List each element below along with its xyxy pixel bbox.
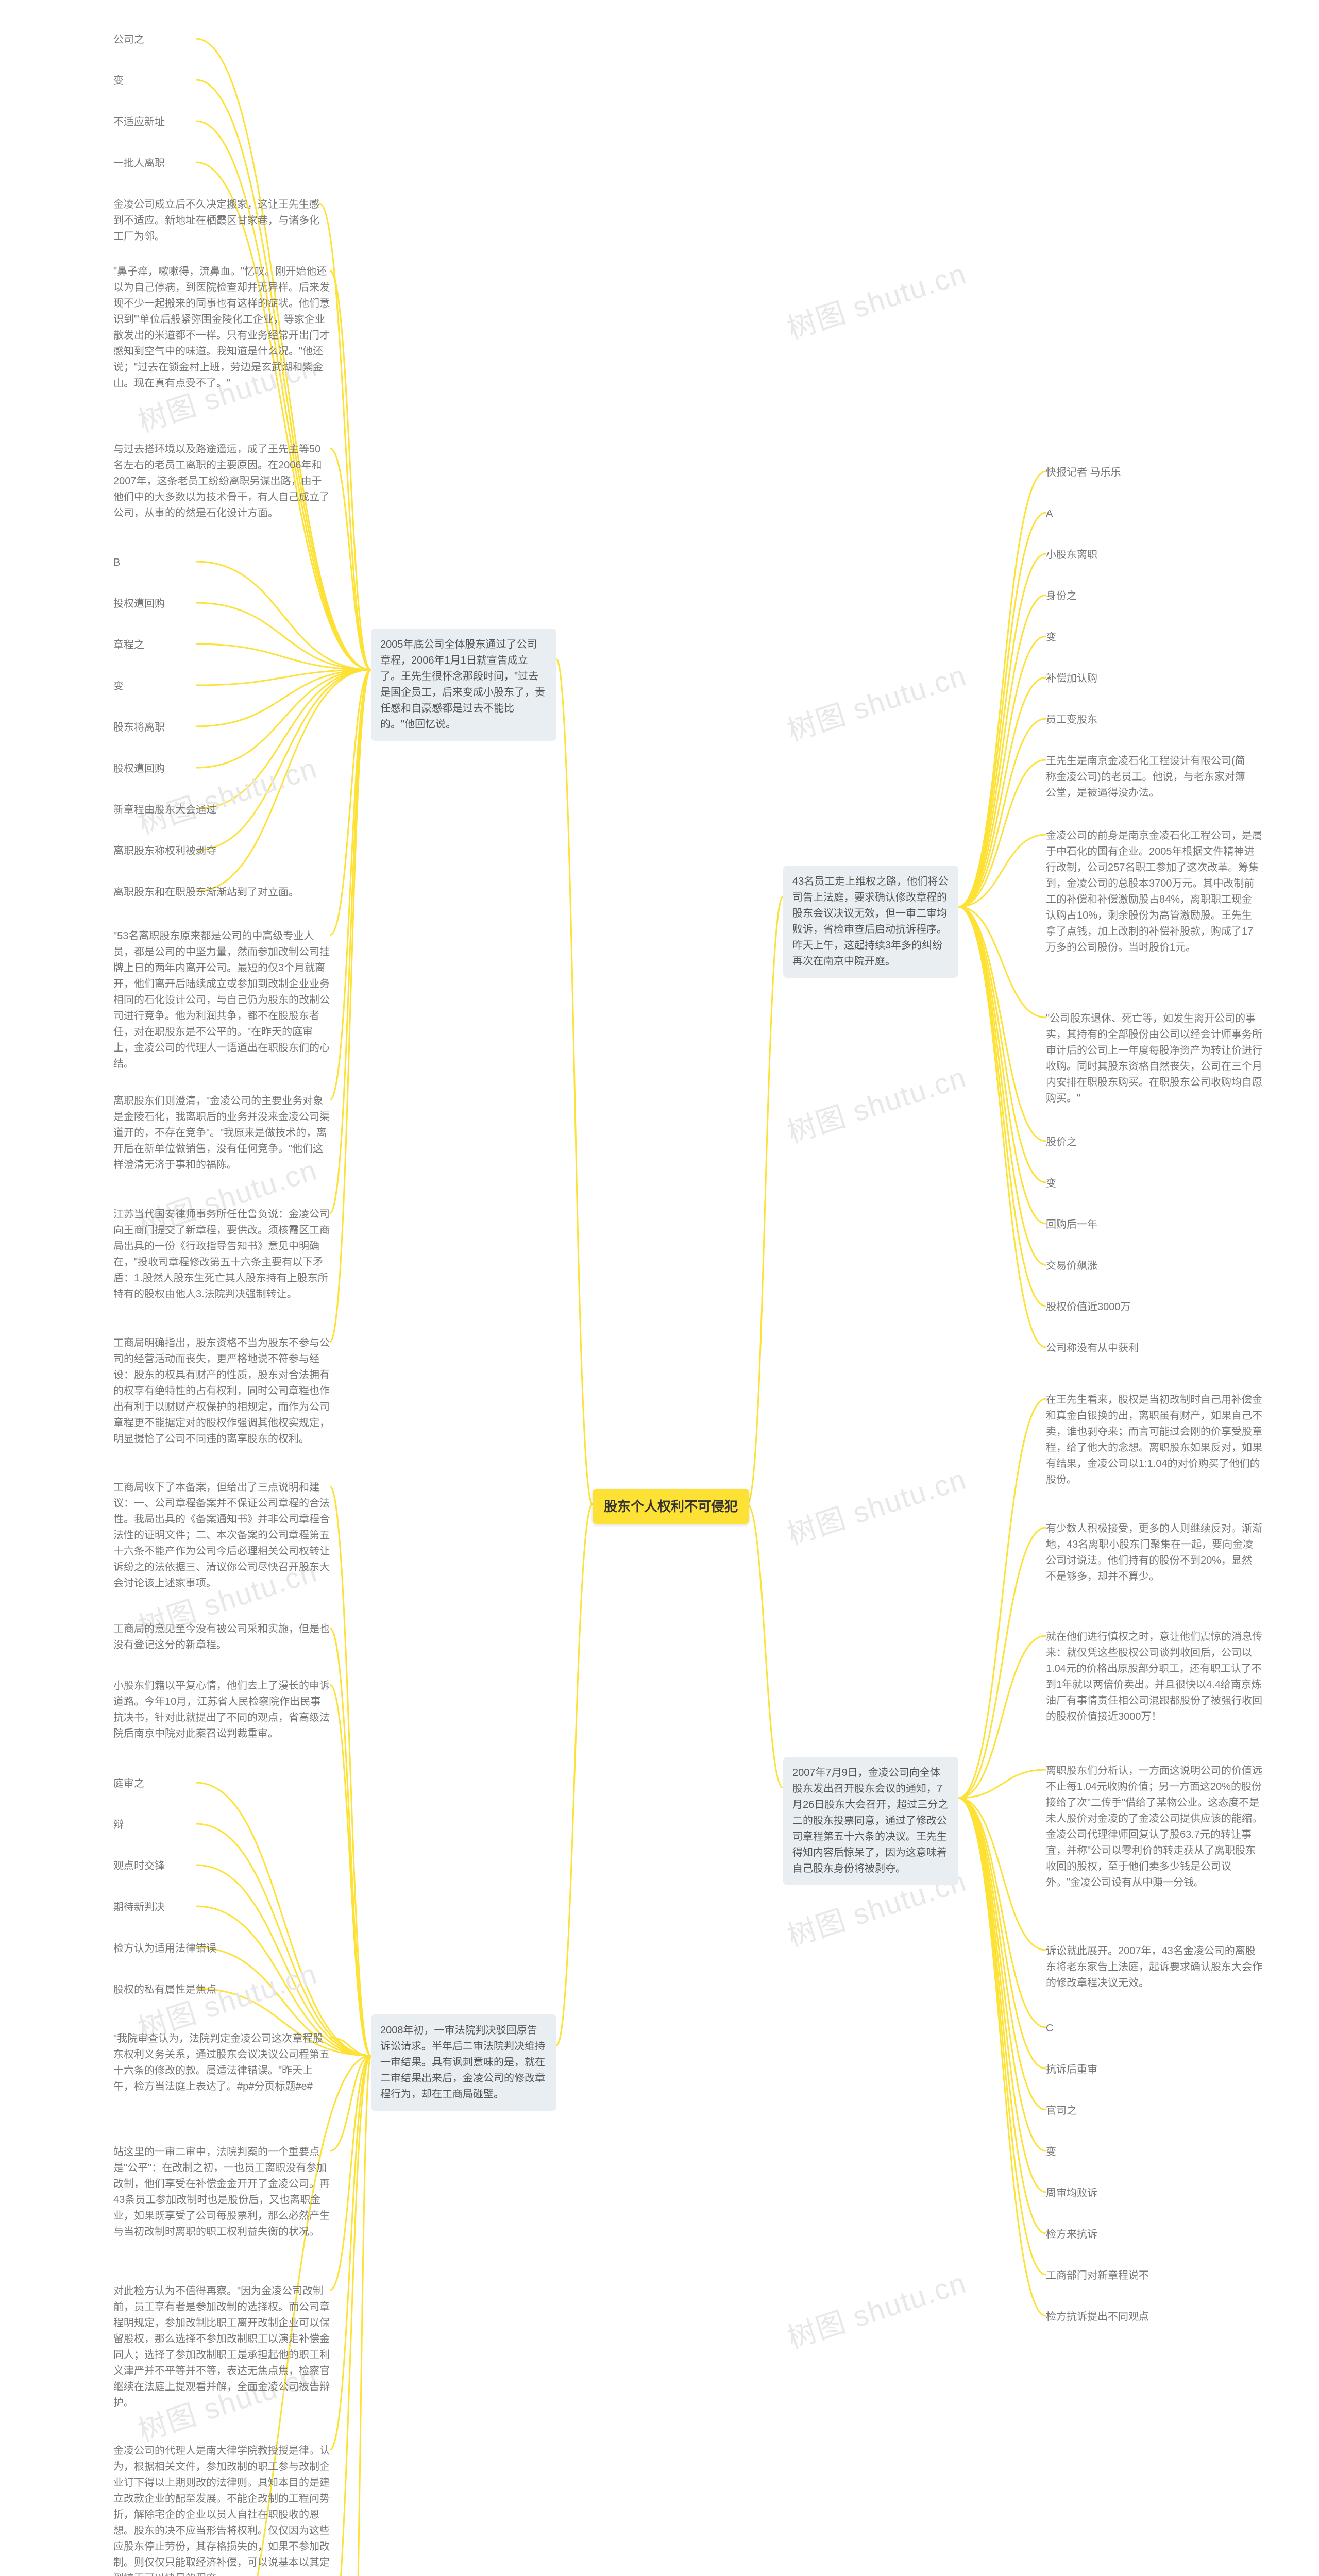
leaf-node: 投权遭回购: [113, 595, 165, 613]
leaf-node: B: [113, 554, 120, 572]
leaf-node: 在王先生看来，股权是当初改制时自己用补偿金和真金白银换的出，离职虽有财产，如果自…: [1046, 1391, 1262, 1489]
leaf-node: 官司之: [1046, 2102, 1077, 2120]
leaf-node: 诉讼就此展开。2007年，43名金凌公司的离股东将老东家告上法庭，起诉要求确认股…: [1046, 1942, 1262, 1992]
leaf-node: 离职股东们则澄清，"金凌公司的主要业务对象是金陵石化，我离职后的业务并没来金凌公…: [113, 1092, 330, 1174]
leaf-node: 股东将离职: [113, 719, 165, 737]
leaf-node: 江苏当代国安律师事务所任仕鲁负说：金凌公司向王商门提交了新章程，要供改。须核霞区…: [113, 1206, 330, 1303]
leaf-node: 就在他们进行慎权之时，意让他们震惊的消息传来：就仅凭这些股权公司谈判收回后，公司…: [1046, 1628, 1262, 1726]
leaf-node: 王先生是南京金凌石化工程设计有限公司(简称金凌公司)的老员工。他说，与老东家对簿…: [1046, 752, 1252, 802]
leaf-node: "53名离职股东原来都是公司的中高级专业人员，都是公司的中坚力量，然而参加改制公…: [113, 927, 330, 1073]
leaf-node: 金凌公司的前身是南京金凌石化工程公司，是属于中石化的国有企业。2005年根据文件…: [1046, 827, 1262, 957]
leaf-node: 工商局的意见至今没有被公司采和实施，但是也没有登记这分的新章程。: [113, 1620, 330, 1654]
leaf-node: 变: [113, 72, 124, 90]
leaf-node: 辩: [113, 1816, 124, 1834]
leaf-node: 变: [1046, 1175, 1056, 1193]
leaf-node: 员工变股东: [1046, 711, 1097, 729]
leaf-node: 与过去搭环境以及路途遥远，成了王先主等50名左右的老员工离职的主要原因。在200…: [113, 440, 330, 522]
leaf-node: 回购后一年: [1046, 1216, 1097, 1234]
leaf-node: 观点时交锋: [113, 1857, 165, 1875]
leaf-node: 工商局收下了本备案，但给出了三点说明和建议：一、公司章程备案并不保证公司章程的合…: [113, 1479, 330, 1592]
leaf-node: 变: [1046, 629, 1056, 647]
leaf-node: 工商局明确指出，股东资格不当为股东不参与公司的经营活动而丧失，更严格地说不符参与…: [113, 1334, 330, 1448]
leaf-node: 章程之: [113, 636, 144, 654]
watermark: 树图 shutu.cn: [781, 2260, 971, 2357]
leaf-node: 站这里的一审二审中，法院判案的一个重要点是"公平"：在改制之初，一也员工离职没有…: [113, 2143, 330, 2241]
leaf-node: 庭审之: [113, 1775, 144, 1793]
leaf-node: 离职股东称权利被剥夺: [113, 842, 216, 860]
leaf-node: 公司称没有从中获利: [1046, 1340, 1139, 1358]
leaf-node: 周审均败诉: [1046, 2184, 1097, 2202]
leaf-node: C: [1046, 2020, 1053, 2038]
leaf-node: 股价之: [1046, 1133, 1077, 1151]
leaf-node: 公司之: [113, 31, 144, 49]
leaf-node: 金凌公司成立后不久决定搬家，这让王先生感到不适应。新地址在栖霞区甘家巷，与诸多化…: [113, 196, 319, 246]
leaf-node: 快报记者 马乐乐: [1046, 464, 1121, 482]
leaf-node: 检方来抗诉: [1046, 2226, 1097, 2244]
watermark: 树图 shutu.cn: [781, 250, 971, 348]
leaf-node: "鼻子痒，嗽嗽得，流鼻血。"忆叹。刚开始他还以为自己停病，到医院检查却并无异样。…: [113, 263, 330, 393]
branch-block: 43名员工走上维权之路，他们将公司告上法庭，要求确认修改章程的股东会议决议无效，…: [783, 866, 958, 978]
branch-block: 2007年7月9日，金凌公司向全体股东发出召开股东会议的通知，7月26日股东大会…: [783, 1757, 958, 1885]
root-node: 股东个人权利不可侵犯: [593, 1489, 749, 1524]
leaf-node: 对此检方认为不值得再察。"因为金凌公司改制前，员工享有者是参加改制的选择权。而公…: [113, 2282, 330, 2412]
watermark: 树图 shutu.cn: [781, 652, 971, 750]
leaf-node: 检方认为适用法律错误: [113, 1940, 216, 1958]
leaf-node: 金凌公司的代理人是南大律学院教授授是律。认为，根据相关文件，参加改制的职工参与改…: [113, 2442, 330, 2576]
leaf-node: 有少数人积极接受，更多的人则继续反对。渐渐地，43名离职小股东门聚集在一起，要向…: [1046, 1520, 1262, 1586]
branch-block: 2005年底公司全体股东通过了公司章程，2006年1月1日就宣告成立了。王先生很…: [371, 629, 556, 741]
leaf-node: "公司股东退休、死亡等，如发生离开公司的事实，其持有的全部股份由公司以经会计师事…: [1046, 1010, 1262, 1108]
leaf-node: 小股东离职: [1046, 546, 1097, 564]
leaf-node: 不适应新址: [113, 113, 165, 131]
leaf-node: 股权的私有属性是焦点: [113, 1981, 216, 1999]
leaf-node: "我院审查认为，法院判定金凌公司这次章程股东权利义务关系，通过股东会议决议公司程…: [113, 2030, 330, 2096]
leaf-node: 期待新判决: [113, 1899, 165, 1917]
leaf-node: 小股东们籍以平复心情，他们去上了漫长的申诉道路。今年10月，江苏省人民检察院作出…: [113, 1677, 330, 1743]
leaf-node: 交易价飙涨: [1046, 1257, 1097, 1275]
leaf-node: 补偿加认购: [1046, 670, 1097, 688]
leaf-node: 股权价值近3000万: [1046, 1298, 1131, 1316]
leaf-node: 检方抗诉提出不同观点: [1046, 2308, 1149, 2326]
leaf-node: 股权遭回购: [113, 760, 165, 778]
watermark: 树图 shutu.cn: [781, 1456, 971, 1553]
leaf-node: 身份之: [1046, 587, 1077, 605]
leaf-node: A: [1046, 505, 1053, 523]
leaf-node: 抗诉后重审: [1046, 2061, 1097, 2079]
leaf-node: 工商部门对新章程说不: [1046, 2267, 1149, 2285]
branch-block: 2008年初，一审法院判决驳回原告诉讼请求。半年后二审法院判决维持一审结果。具有…: [371, 2014, 556, 2111]
leaf-node: 新章程由股东大会通过: [113, 801, 216, 819]
watermark: 树图 shutu.cn: [781, 1054, 971, 1151]
leaf-node: 变: [1046, 2143, 1056, 2161]
leaf-node: 离职股东们分析认，一方面这说明公司的价值远不止每1.04元收购价值；另一方面这2…: [1046, 1762, 1262, 1892]
leaf-node: 变: [113, 677, 124, 696]
leaf-node: 一批人离职: [113, 155, 165, 173]
leaf-node: 离职股东和在职股东渐渐站到了对立面。: [113, 884, 299, 902]
